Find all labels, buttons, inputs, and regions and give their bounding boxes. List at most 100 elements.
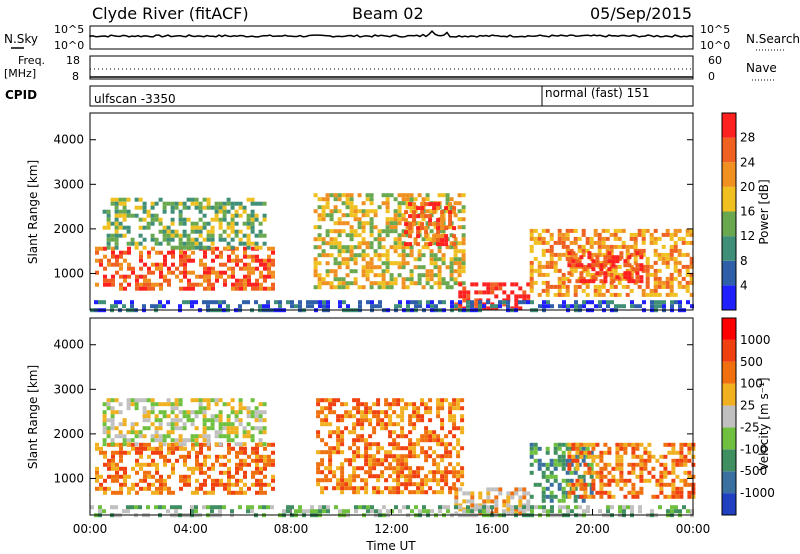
echo-cell: [254, 300, 258, 305]
echo-cell: [607, 482, 612, 487]
echo-cell: [460, 482, 465, 487]
echo-cell: [432, 438, 437, 443]
echo-cell: [689, 256, 694, 261]
echo-cell: [230, 213, 235, 218]
echo-cell: [320, 450, 325, 455]
echo-cell: [595, 442, 600, 447]
echo-cell: [405, 233, 410, 238]
echo-cell: [579, 450, 584, 455]
echo-cell: [271, 270, 275, 275]
echo-cell: [348, 474, 353, 479]
echo-cell: [416, 410, 421, 415]
echo-cell: [356, 410, 361, 415]
echo-cell: [424, 410, 429, 415]
echo-cell: [178, 418, 183, 423]
echo-cell: [223, 470, 227, 475]
echo-cell: [683, 478, 688, 483]
echo-cell: [376, 458, 381, 463]
echo-cell: [643, 462, 648, 467]
echo-cell: [210, 205, 215, 210]
echo-cell: [238, 406, 243, 411]
echo-cell: [453, 201, 458, 206]
echo-cell: [139, 446, 143, 451]
echo-cell: [162, 229, 167, 234]
echo-cell: [433, 241, 438, 246]
echo-cell: [671, 494, 676, 499]
echo-cell: [178, 304, 182, 309]
echo-cell: [436, 218, 441, 223]
echo-cell: [223, 482, 227, 487]
echo-cell: [557, 458, 562, 463]
echo-cell: [643, 466, 648, 471]
echo-cell: [119, 474, 123, 479]
echo-cell: [356, 406, 361, 411]
echo-cell: [142, 237, 147, 242]
echo-cell: [478, 509, 482, 514]
echo-cell: [589, 272, 594, 277]
echo-cell: [154, 201, 159, 206]
echo-cell: [617, 264, 622, 269]
echo-cell: [671, 486, 676, 491]
echo-cell: [118, 213, 123, 218]
echo-cell: [222, 205, 227, 210]
echo-cell: [114, 209, 119, 214]
echo-cell: [263, 466, 267, 471]
echo-cell: [615, 275, 620, 280]
echo-cell: [392, 422, 397, 427]
echo-cell: [587, 450, 592, 455]
echo-cell: [378, 300, 382, 305]
echo-cell: [115, 462, 119, 467]
echo-cell: [239, 478, 243, 483]
echo-cell: [162, 410, 167, 415]
echo-cell: [593, 232, 598, 237]
echo-cell: [222, 422, 227, 427]
echo-cell: [235, 246, 239, 251]
echo-cell: [250, 414, 255, 419]
echo-cell: [219, 462, 223, 467]
echo-cell: [561, 462, 566, 467]
echo-cell: [466, 300, 470, 305]
echo-cell: [259, 478, 263, 483]
echo-cell: [446, 505, 450, 510]
echo-cell: [385, 229, 390, 234]
echo-cell: [206, 442, 211, 447]
echo-cell: [400, 410, 405, 415]
echo-cell: [198, 225, 203, 230]
echo-cell: [619, 486, 624, 491]
echo-cell: [262, 213, 267, 218]
echo-cell: [579, 482, 584, 487]
echo-cell: [569, 248, 574, 253]
echo-cell: [413, 257, 418, 262]
velocity-ylabel: Slant Range [km]: [26, 365, 40, 469]
echo-cell: [349, 205, 354, 210]
echo-cell: [123, 466, 127, 471]
echo-cell: [433, 261, 438, 266]
echo-cell: [364, 490, 369, 495]
echo-cell: [458, 302, 463, 307]
echo-cell: [448, 462, 453, 467]
cpid-frame: [89, 85, 694, 107]
echo-cell: [243, 254, 247, 259]
echo-cell: [352, 478, 357, 483]
echo-cell: [609, 268, 614, 273]
echo-cell: [110, 438, 115, 443]
echo-cell: [243, 482, 247, 487]
echo-cell: [561, 292, 566, 297]
echo-cell: [203, 462, 207, 467]
echo-cell: [251, 282, 255, 287]
echo-cell: [349, 257, 354, 262]
echo-cell: [218, 426, 223, 431]
echo-cell: [376, 490, 381, 495]
echo-cell: [679, 458, 684, 463]
echo-cell: [147, 470, 151, 475]
echo-cell: [389, 261, 394, 266]
echo-cell: [565, 276, 570, 281]
echo-cell: [687, 446, 692, 451]
echo-cell: [440, 398, 445, 403]
echo-cell: [135, 282, 139, 287]
echo-cell: [561, 450, 566, 455]
echo-cell: [119, 262, 123, 267]
echo-cell: [235, 454, 239, 459]
echo-cell: [246, 197, 251, 202]
echo-cell: [597, 232, 602, 237]
